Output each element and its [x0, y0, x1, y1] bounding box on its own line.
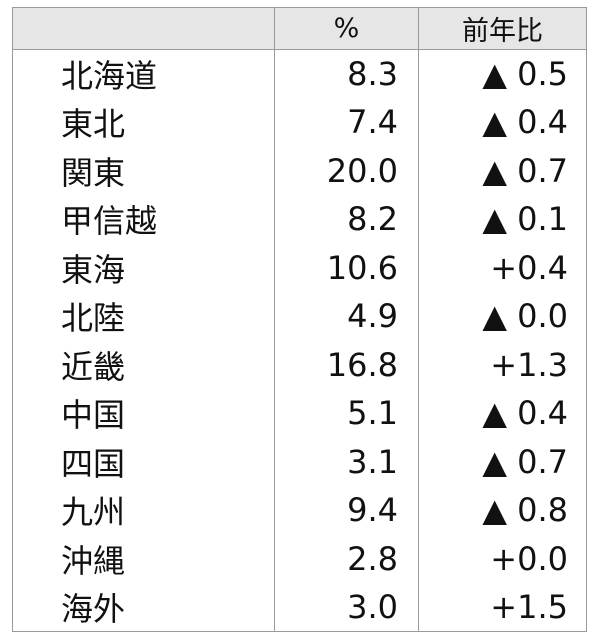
yoy-cell: ▲ 0.1 — [418, 195, 587, 244]
table-row: 沖縄 2.8 +0.0 — [12, 534, 587, 583]
region-cell: 甲信越 — [12, 195, 275, 244]
table-row: 甲信越 8.2 ▲ 0.1 — [12, 195, 587, 244]
percent-cell: 20.0 — [274, 146, 419, 195]
percent-cell: 16.8 — [274, 340, 419, 389]
region-cell: 九州 — [12, 486, 275, 535]
table-row: 中国 5.1 ▲ 0.4 — [12, 389, 587, 438]
region-share-table-container: % 前年比 北海道 8.3 ▲ 0.5 東北 7.4 ▲ 0.4 関東 20.0… — [12, 7, 587, 632]
yoy-cell: ▲ 0.7 — [418, 146, 587, 195]
percent-cell: 4.9 — [274, 292, 419, 341]
region-cell: 北陸 — [12, 292, 275, 341]
yoy-cell: ▲ 0.8 — [418, 486, 587, 535]
yoy-cell: +1.3 — [418, 340, 587, 389]
table-row: 東北 7.4 ▲ 0.4 — [12, 98, 587, 147]
table-row: 海外 3.0 +1.5 — [12, 583, 587, 632]
table-row: 四国 3.1 ▲ 0.7 — [12, 437, 587, 486]
percent-cell: 8.2 — [274, 195, 419, 244]
percent-cell: 2.8 — [274, 534, 419, 583]
region-cell: 関東 — [12, 146, 275, 195]
region-cell: 北海道 — [12, 49, 275, 98]
header-row: % 前年比 — [12, 7, 587, 50]
percent-cell: 3.0 — [274, 583, 419, 632]
percent-cell: 7.4 — [274, 98, 419, 147]
percent-cell: 3.1 — [274, 437, 419, 486]
yoy-cell: ▲ 0.7 — [418, 437, 587, 486]
yoy-cell: +1.5 — [418, 583, 587, 632]
table-row: 北海道 8.3 ▲ 0.5 — [12, 49, 587, 98]
yoy-cell: ▲ 0.4 — [418, 389, 587, 438]
region-cell: 東北 — [12, 98, 275, 147]
header-percent: % — [274, 7, 419, 50]
table-row: 東海 10.6 +0.4 — [12, 243, 587, 292]
percent-cell: 8.3 — [274, 49, 419, 98]
yoy-cell: ▲ 0.4 — [418, 98, 587, 147]
region-cell: 沖縄 — [12, 534, 275, 583]
region-cell: 四国 — [12, 437, 275, 486]
region-cell: 中国 — [12, 389, 275, 438]
table-body: 北海道 8.3 ▲ 0.5 東北 7.4 ▲ 0.4 関東 20.0 ▲ 0.7… — [12, 49, 587, 632]
table-header: % 前年比 — [12, 7, 587, 50]
header-region — [12, 7, 275, 50]
table-row: 関東 20.0 ▲ 0.7 — [12, 146, 587, 195]
percent-cell: 10.6 — [274, 243, 419, 292]
yoy-cell: +0.4 — [418, 243, 587, 292]
region-share-table: % 前年比 北海道 8.3 ▲ 0.5 東北 7.4 ▲ 0.4 関東 20.0… — [12, 7, 587, 632]
region-cell: 海外 — [12, 583, 275, 632]
yoy-cell: ▲ 0.5 — [418, 49, 587, 98]
yoy-cell: ▲ 0.0 — [418, 292, 587, 341]
table-row: 北陸 4.9 ▲ 0.0 — [12, 292, 587, 341]
region-cell: 近畿 — [12, 340, 275, 389]
table-row: 九州 9.4 ▲ 0.8 — [12, 486, 587, 535]
percent-cell: 5.1 — [274, 389, 419, 438]
percent-cell: 9.4 — [274, 486, 419, 535]
region-cell: 東海 — [12, 243, 275, 292]
table-row: 近畿 16.8 +1.3 — [12, 340, 587, 389]
yoy-cell: +0.0 — [418, 534, 587, 583]
header-year-over-year: 前年比 — [418, 7, 587, 50]
